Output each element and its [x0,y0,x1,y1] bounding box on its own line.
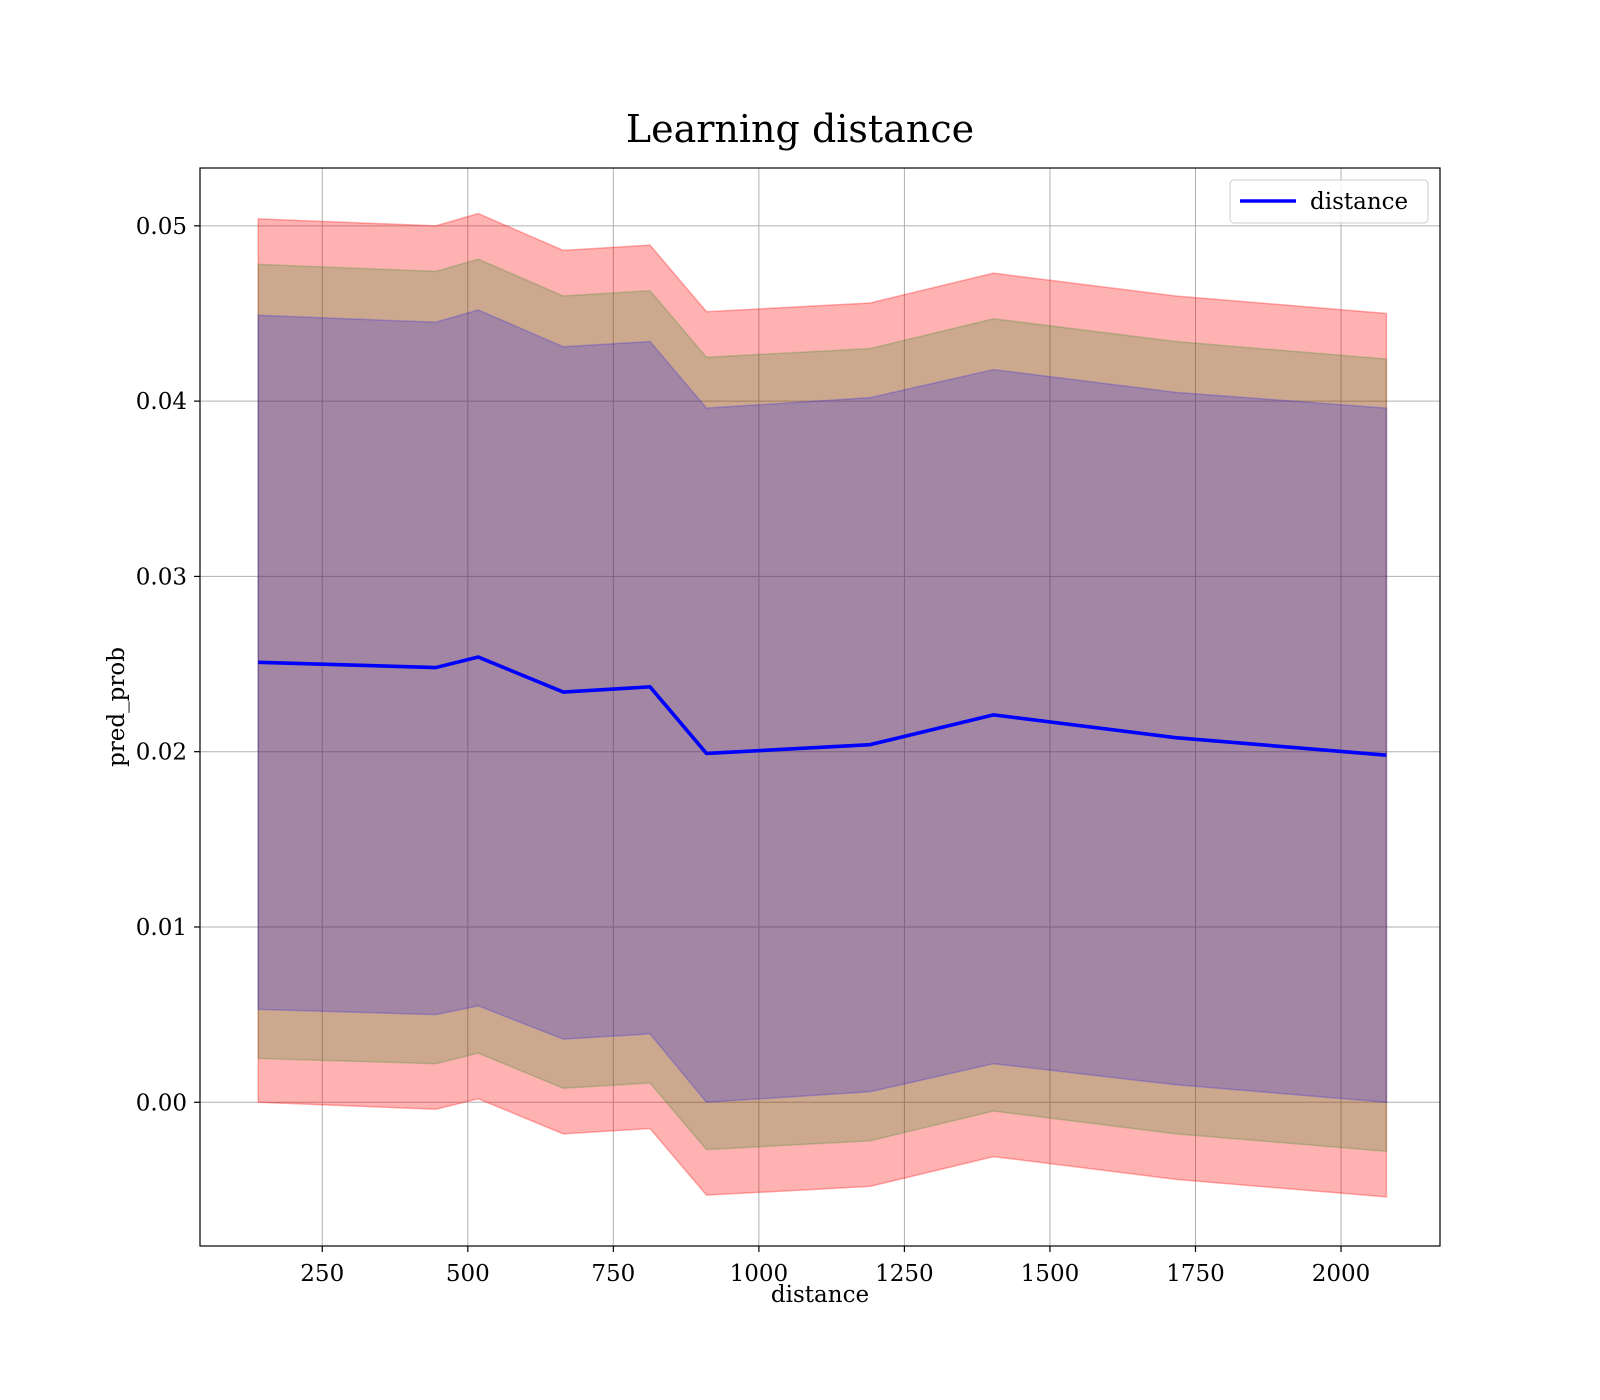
x-tick-label: 2000 [1312,1261,1371,1287]
x-axis-ticks: 250 500 750 1000 1250 1500 1750 2000 [300,1246,1370,1287]
y-axis-ticks: 0.00 0.01 0.02 0.03 0.04 0.05 [136,214,200,1116]
confidence-band-1 [257,212,1388,1198]
y-axis-label: pred_prob [104,647,130,767]
x-tick-label: 1250 [875,1261,934,1287]
y-tick-label: 0.04 [136,389,187,415]
y-tick-label: 0.05 [136,214,187,240]
series-lines [258,655,1387,757]
legend: distance [1229,179,1429,224]
chart-title: Learning distance [626,107,974,151]
confidence-bands [257,212,1388,1198]
y-tick-label: 0.03 [136,564,187,590]
x-axis-label: distance [771,1282,869,1308]
confidence-band-3 [257,309,1388,1104]
x-tick-label: 500 [446,1261,490,1287]
confidence-band-2 [257,258,1388,1153]
grid [200,168,1440,1246]
legend-label: distance [1310,189,1408,215]
x-tick-label: 250 [300,1261,344,1287]
y-tick-label: 0.00 [136,1090,187,1116]
legend-box [1229,179,1429,224]
plot-frame [199,167,1441,1247]
x-tick-label: 1500 [1021,1261,1080,1287]
x-tick-label: 1000 [730,1261,789,1287]
x-tick-label: 1750 [1166,1261,1225,1287]
y-tick-label: 0.01 [136,915,187,941]
y-tick-label: 0.02 [136,740,187,766]
series-line-distance [258,655,1387,757]
x-tick-label: 750 [591,1261,635,1287]
